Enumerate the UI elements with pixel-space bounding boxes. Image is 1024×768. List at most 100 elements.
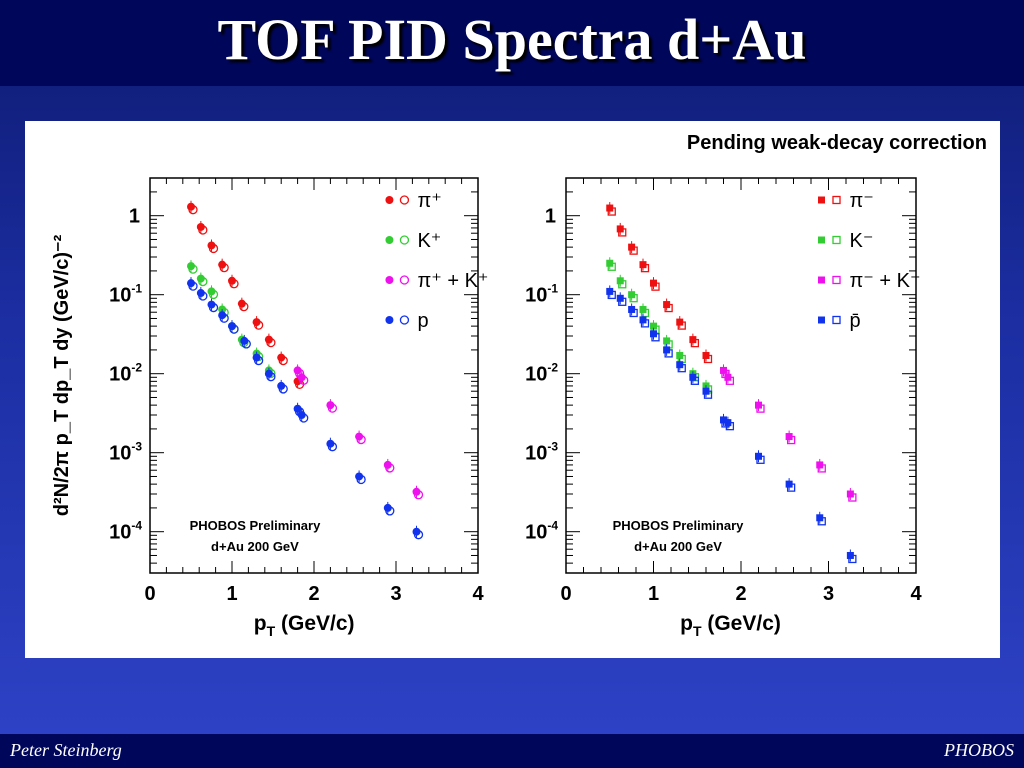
y-tick-label: 1 [129,206,140,228]
x-tick-label: 3 [390,583,401,605]
weak-decay-note: Pending weak-decay correction [687,132,987,154]
y-tick-label: 10-4 [109,519,142,544]
data-point-open [229,279,239,289]
data-point-open [629,294,638,303]
data-point-open [677,321,686,330]
y-tick-label-exp: -1 [547,282,558,296]
data-point-open [817,464,826,473]
legend-marker-open [399,195,410,205]
y-axis-label: d²N/2π p_T dp_T dy (GeV/c)⁻² [51,234,73,516]
data-point-open [253,320,264,330]
data-point-open [629,308,638,318]
data-point-open [703,354,713,364]
y-tick-label: 10-1 [525,282,558,307]
data-point-open [786,435,796,445]
y-tick-label-base: 10 [525,364,547,386]
x-label-rest: (GeV/c) [702,612,781,635]
x-tick-label: 1 [648,583,659,605]
x-tick-label: 2 [735,583,746,605]
y-tick-label-base: 1 [545,206,556,228]
annotation-line: PHOBOS Preliminary [190,518,322,533]
data-point-open [677,364,686,373]
data-point-open [607,207,616,216]
data-point-open [618,297,627,306]
data-point-open [188,264,198,274]
series-1: π⁻ [606,190,874,364]
legend-marker-filled [385,316,394,324]
x-tick-label: 0 [560,583,571,605]
data-point-open [253,355,264,366]
series-3: π⁺ + K⁺ [293,270,488,500]
data-point-open [413,490,424,500]
y-tick-label: 10-2 [525,361,558,386]
data-point-open [607,262,616,271]
annotation-line: d+Au 200 GeV [634,539,722,554]
y-tick-label-base: 1 [129,206,140,228]
x-axis-label: pT (GeV/c) [680,612,781,639]
data-point-open [817,517,826,526]
y-tick-label-base: 10 [525,443,547,465]
footer-bar [0,734,1024,768]
data-point-open [690,338,700,348]
x-label-rest: (GeV/c) [275,612,354,635]
slide-title: TOF PID Spectra d+Au [217,7,807,72]
data-point-open [618,280,627,289]
legend-label: π⁻ + K⁻ [850,270,921,292]
legend-marker-open [832,275,841,285]
y-tick-label: 10-3 [109,440,142,465]
data-point-open [848,554,857,564]
data-point-open [356,434,366,445]
data-point-open [266,337,276,348]
series-2: K⁺ [187,230,441,379]
series-4: p̄ [606,285,861,564]
spectra-figure: Pending weak-decay correction 0 1 2 3 4110-1… [51,132,987,639]
legend-marker-filled [818,196,825,204]
data-point-open [327,403,338,413]
data-point-open [219,263,229,273]
data-point-open [239,302,249,312]
data-point-open [188,205,198,215]
data-point-open [208,302,219,313]
data-point-open [651,282,660,291]
y-tick-label: 10-2 [109,361,142,386]
series-2: K⁻ [606,230,873,394]
data-point-open [219,313,229,323]
data-point-open [229,324,239,334]
legend-label: π⁺ + K⁺ [417,270,488,292]
y-tick-label-exp: -1 [131,282,142,296]
footer-author: Peter Steinberg [10,740,122,760]
series-3: π⁻ + K⁻ [720,270,921,502]
legend-label: p [417,310,428,332]
legend-marker-filled [818,276,825,284]
data-point-open [618,228,627,237]
legend-label: π⁺ [417,190,441,212]
x-label-sub: T [267,623,276,639]
y-tick-label-exp: -2 [547,361,558,375]
legend-marker-open [399,315,410,325]
legend-marker-open [832,315,841,325]
x-label-main: p [680,612,693,635]
annotation-line: d+Au 200 GeV [211,539,299,554]
chart-panel: Pending weak-decay correction 0 1 2 3 4 1 10-1… [25,121,1000,658]
y-tick-label-exp: -3 [547,440,558,454]
x-tick-label: 1 [226,583,237,605]
legend-marker-filled [385,236,394,244]
data-point-open [651,333,660,342]
data-point-open [629,246,638,255]
data-point-open [385,506,395,516]
y-tick-label-base: 10 [525,522,547,544]
x-label-main: p [254,612,267,635]
legend-marker-filled [385,196,394,204]
data-point-open [703,390,713,399]
data-point-open [725,422,735,431]
data-point-open [756,404,765,413]
series-4: p [187,277,429,540]
data-point-open [266,372,276,382]
x-axis-label: pT (GeV/c) [254,612,355,639]
data-point-open [208,243,219,254]
series-1: π⁺ [187,190,442,389]
data-point-open [198,291,208,301]
y-tick-label-exp: -4 [547,519,558,533]
y-tick-label: 10-1 [109,282,142,307]
